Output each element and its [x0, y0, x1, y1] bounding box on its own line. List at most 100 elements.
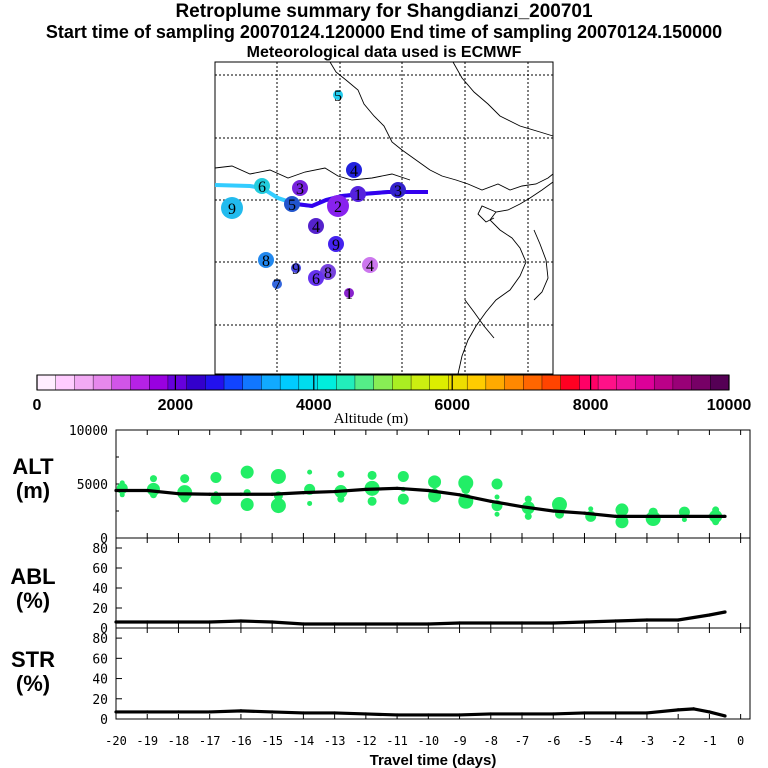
x-tick-label-10: -10 — [417, 734, 439, 748]
alt-dot-17-1 — [648, 507, 658, 517]
str-point-19 — [692, 707, 696, 711]
str-point-21 — [723, 714, 727, 718]
alt-panel-label: ALT (m) — [6, 455, 60, 503]
abl-point-11 — [457, 621, 462, 625]
x-tick-label-11: -9 — [452, 734, 466, 748]
colorbar-swatch-17 — [354, 374, 375, 391]
str-point-20 — [707, 710, 711, 714]
map-cluster-3 — [221, 197, 243, 219]
x-tick-label-5: -15 — [261, 734, 283, 748]
alt-point-16 — [614, 514, 618, 519]
str-point-14 — [551, 712, 555, 716]
alt-dot-12-3 — [491, 478, 503, 490]
map-cluster-label-11: 8 — [262, 253, 270, 270]
alt-point-19 — [707, 514, 711, 519]
x-tick-label-17: -3 — [640, 734, 654, 748]
alt-label-line1: ALT — [12, 454, 54, 479]
abl-point-13 — [520, 621, 524, 625]
alt-point-18 — [676, 514, 680, 519]
alt-point-20 — [723, 514, 727, 519]
alt-dot-12-0 — [494, 511, 500, 517]
str-label-line1: STR — [11, 647, 55, 672]
abl-panel-label: ABL (%) — [6, 565, 60, 613]
alt-dot-0-2 — [119, 480, 125, 486]
str-ytick-label-2: 40 — [92, 673, 108, 688]
map-coastline-3 — [452, 61, 554, 137]
map-cluster-label-16: 7 — [273, 277, 281, 294]
abl-point-17 — [645, 618, 649, 622]
str-point-9 — [395, 713, 399, 717]
colorbar-tick-label-0: 0 — [33, 397, 42, 414]
map-cluster-label-5: 5 — [288, 197, 296, 214]
x-tick-label-1: -19 — [136, 734, 158, 748]
alt-point-9 — [395, 486, 399, 490]
str-panel-label: STR (%) — [6, 648, 60, 696]
str-point-16 — [614, 711, 618, 715]
alt-dot-6-2 — [307, 469, 313, 475]
colorbar-swatch-7 — [167, 374, 188, 391]
abl-point-4 — [239, 619, 243, 623]
map-cluster-1 — [346, 162, 362, 178]
x-tick-label-12: -8 — [484, 734, 498, 748]
colorbar-swatch-2 — [74, 374, 94, 391]
colorbar-swatch-14 — [298, 374, 319, 391]
alt-dot-15-1 — [588, 506, 594, 512]
alt-dot-4-0 — [240, 498, 254, 512]
str-point-11 — [457, 713, 462, 717]
abl-ytick-label-0: 80 — [92, 542, 108, 557]
str-ytick-label-0: 80 — [92, 632, 108, 647]
alt-ytick-label-0: 10000 — [69, 424, 108, 439]
colorbar-swatch-6 — [149, 374, 169, 391]
alt-dot-5-2 — [270, 468, 286, 484]
alt-point-7 — [333, 489, 337, 494]
x-tick-label-0: -20 — [105, 734, 127, 748]
str-point-15 — [582, 711, 587, 715]
colorbar-swatch-34 — [672, 374, 693, 391]
x-tick-label-2: -18 — [168, 734, 190, 748]
colorbar-swatch-15 — [317, 374, 337, 391]
abl-point-18 — [676, 618, 680, 622]
str-ytick-label-3: 20 — [92, 693, 108, 708]
alt-point-12 — [489, 499, 493, 503]
map-coastline-0 — [214, 165, 411, 181]
alt-point-0 — [114, 488, 118, 493]
map-cluster-15 — [362, 257, 378, 273]
map-coastline-2 — [429, 169, 554, 191]
x-tick-label-8: -12 — [355, 734, 377, 748]
str-point-5 — [270, 710, 274, 714]
map-cluster-label-2: 6 — [258, 179, 266, 196]
x-axis-title: Travel time (days) — [370, 752, 497, 768]
alt-point-8 — [364, 487, 368, 491]
str-point-8 — [364, 712, 368, 716]
alt-dot-4-2 — [240, 465, 254, 479]
str-point-3 — [208, 710, 212, 714]
x-tick-label-16: -4 — [608, 734, 622, 748]
x-tick-label-15: -5 — [577, 734, 591, 748]
abl-label-line2: (%) — [15, 588, 51, 613]
abl-point-1 — [145, 620, 149, 624]
map-cluster-16 — [272, 279, 282, 289]
map-coastline-6 — [533, 229, 549, 301]
map-cluster-11 — [258, 252, 274, 268]
colorbar-swatch-33 — [653, 374, 674, 391]
colorbar-swatch-13 — [279, 374, 300, 391]
map-cluster-label-7: 1 — [354, 187, 362, 204]
abl-label-line1: ABL — [10, 564, 56, 589]
alt-dot-6-0 — [307, 500, 313, 506]
x-tick-label-9: -11 — [386, 734, 408, 748]
abl-ytick-label-1: 60 — [92, 562, 108, 577]
x-tick-label-18: -2 — [671, 734, 685, 748]
sampling-time-line: Start time of sampling 20070124.120000 E… — [45, 22, 723, 42]
map-cluster-17 — [344, 288, 354, 298]
abl-point-15 — [582, 620, 587, 624]
map-cluster-10 — [328, 236, 344, 252]
alt-dot-3-0 — [210, 493, 222, 505]
map-coastline-1 — [329, 61, 431, 171]
str-series-line — [116, 707, 726, 718]
colorbar-tick-label-3: 6000 — [434, 397, 470, 414]
colorbar-swatch-1 — [55, 374, 75, 391]
timeseries-frame — [115, 429, 751, 720]
str-point-12 — [489, 712, 493, 716]
x-tick-label-3: -17 — [199, 734, 221, 748]
